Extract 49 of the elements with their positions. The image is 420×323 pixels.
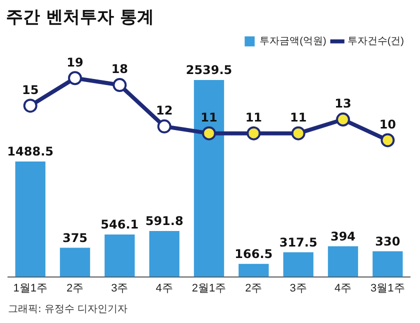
legend-label: 투자금액(억원) <box>260 36 326 48</box>
data-label: 2539.5 <box>186 63 232 78</box>
data-label: 10 <box>379 117 396 132</box>
data-label: 591.8 <box>145 214 184 228</box>
x-tick-label: 4주 <box>156 282 173 294</box>
data-label: 11 <box>200 110 218 124</box>
data-label: 546.1 <box>100 218 139 232</box>
x-tick-label: 2월1주 <box>192 282 226 294</box>
point <box>380 133 395 148</box>
data-label: 394 <box>330 229 356 244</box>
bar <box>372 251 403 277</box>
bar <box>328 246 358 277</box>
data-label: 1488.5 <box>7 144 54 159</box>
data-label: 15 <box>22 82 39 97</box>
x-tick-label: 3주 <box>111 282 128 294</box>
bar <box>283 252 314 277</box>
x-tick-label: 3주 <box>290 282 307 294</box>
point <box>68 71 82 86</box>
point <box>157 119 172 134</box>
x-tick-label: 1월1주 <box>13 282 48 294</box>
x-tick-label: 2주 <box>66 282 84 294</box>
data-label: 330 <box>375 234 400 248</box>
chart-title: 주간 벤처투자 통계 <box>6 8 154 28</box>
data-label: 375 <box>62 230 88 245</box>
bar <box>104 234 135 277</box>
bar <box>194 80 224 277</box>
data-label: 317.5 <box>279 235 318 250</box>
bar <box>238 264 269 277</box>
point <box>291 126 306 140</box>
x-tick-label: 4주 <box>334 282 352 294</box>
point <box>246 126 261 140</box>
bar <box>149 230 180 277</box>
bar <box>15 161 46 277</box>
bar <box>60 248 90 277</box>
legend-label: 투자건수(건) <box>347 36 404 48</box>
data-label: 11 <box>290 110 307 124</box>
data-label: 13 <box>334 96 352 111</box>
data-label: 19 <box>66 55 84 70</box>
text: 그래픽: 유정수 디자인기자 <box>8 303 129 317</box>
point <box>336 112 350 127</box>
data-label: 11 <box>245 110 262 124</box>
data-label: 12 <box>156 104 173 118</box>
x-tick-label: 2주 <box>245 282 262 294</box>
point <box>202 126 216 140</box>
point <box>23 98 38 113</box>
data-label: 18 <box>111 62 128 76</box>
x-tick-label: 3월1주 <box>370 282 405 294</box>
point <box>112 78 127 92</box>
data-label: 166.5 <box>234 247 273 262</box>
